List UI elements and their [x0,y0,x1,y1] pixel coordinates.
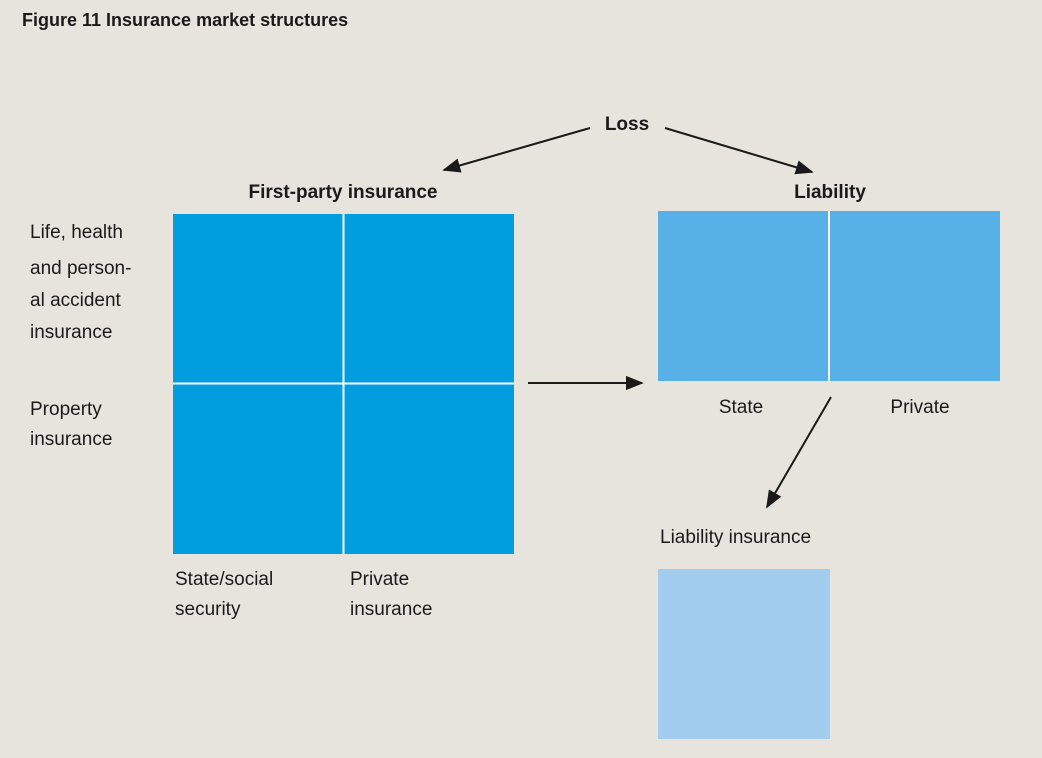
column-label: insurance [350,599,432,620]
liability-insurance-label: Liability insurance [660,527,811,548]
row-label: and person- [30,258,131,279]
liability-heading: Liability [794,182,866,203]
column-label: security [175,599,241,620]
column-label: Private [890,397,949,418]
liability-insurance-box [658,569,830,739]
first-party-heading: First-party insurance [249,182,438,203]
figure-title: Figure 11 Insurance market structures [22,10,348,30]
column-label: State [719,397,763,418]
row-label: insurance [30,429,112,450]
row-label: al accident [30,290,122,311]
row-label: Property [30,399,102,420]
arrow [766,396,832,509]
arrow [664,127,814,175]
arrow [442,127,591,173]
root-node: Loss [605,114,649,135]
column-label: State/social [175,569,273,590]
row-label: Life, health [30,222,123,243]
column-label: Private [350,569,409,590]
row-label: insurance [30,322,112,343]
